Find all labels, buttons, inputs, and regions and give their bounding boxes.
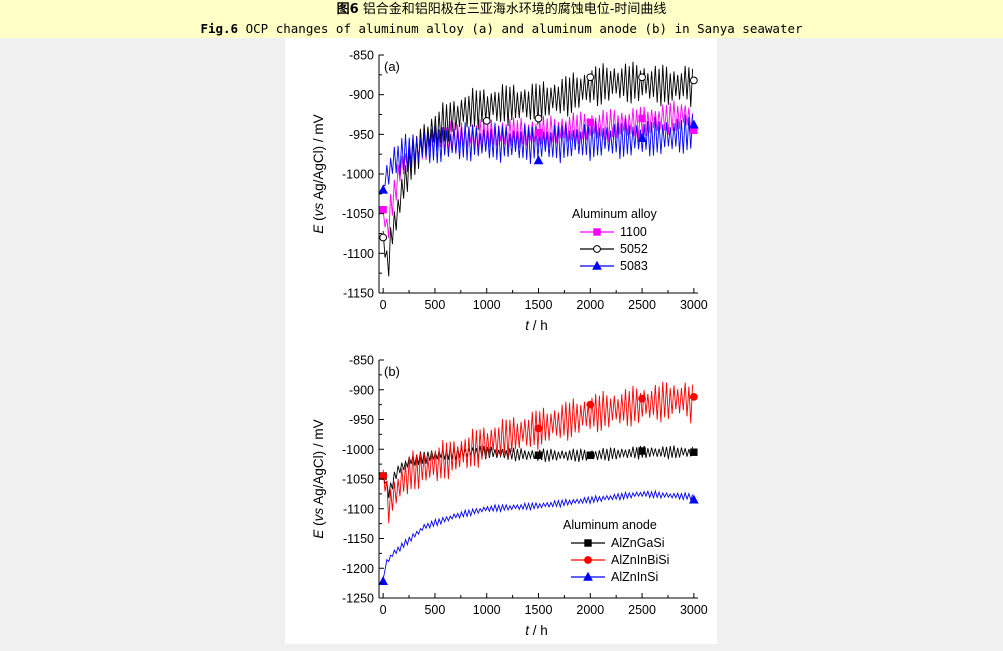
panel-b-y-axis-label-var: E — [311, 529, 326, 539]
panel-b-y-tick-label: -1100 — [343, 502, 374, 516]
panel-a-legend-label-1100: 1100 — [620, 225, 647, 239]
panel-a-y-axis-label-unit: Ag/AgCl) / mV — [311, 114, 326, 203]
panel-a-x-tick-label: 1500 — [525, 298, 553, 312]
caption-cn-text: 铝合金和铝阳极在三亚海水环境的腐蚀电位-时间曲线 — [358, 2, 667, 17]
panel-a-legend-label-5083: 5083 — [620, 259, 648, 273]
panel-b-x-tick-label: 2000 — [576, 603, 604, 617]
panel-a-y-axis-label-vs: vs — [311, 203, 326, 217]
panel-a-x-tick-label: 1000 — [473, 298, 501, 312]
panel-b-legend-marker-AlZnGaSi — [584, 539, 592, 547]
panel-a-series-5052-point — [482, 116, 491, 125]
panel-b-legend-label-AlZnGaSi: AlZnGaSi — [611, 536, 665, 550]
panel-a-series-5052-point — [638, 73, 646, 82]
panel-a-legend-marker-5052 — [593, 245, 601, 253]
panel-b-series-AlZnGaSi-point — [638, 447, 646, 455]
panel-b-series-AlZnInBiSi-point — [689, 392, 698, 401]
panel-b-y-tick-label: -900 — [349, 383, 374, 397]
panel-b-y-tick-label: -950 — [349, 413, 374, 427]
panel-b-y-tick-label: -850 — [349, 354, 374, 368]
panel-a-series-1100-point — [379, 206, 387, 214]
panel-b-series-AlZnInBiSi-point — [638, 394, 646, 403]
panel-b-x-tick-label: 3000 — [680, 603, 708, 617]
panel-b-series-AlZnGaSi-point — [586, 451, 594, 459]
panel-a-x-tick-label: 500 — [424, 298, 445, 312]
panel-a-x-tick-label: 0 — [380, 298, 387, 312]
caption-en-text: OCP changes of aluminum alloy (a) and al… — [238, 21, 803, 36]
panel-b-legend-title: Aluminum anode — [563, 518, 657, 532]
panel-b: -1250 -1200 -1150 -1100 -1050 -1000 -950 -900 -8… — [311, 354, 708, 639]
panel-a-y-axis-label-var: E — [311, 224, 326, 234]
panel-a-legend-marker-5083 — [592, 260, 602, 270]
caption-english: Fig.6 OCP changes of aluminum alloy (a) … — [0, 19, 1003, 38]
panel-b-series-AlZnInBiSi-point — [379, 472, 388, 480]
panel-b-y-axis-label-vs: vs — [311, 508, 326, 522]
panel-a-x-axis-label-unit: / h — [529, 318, 548, 333]
panel-b-y-tick-label: -1250 — [342, 592, 374, 606]
panel-b-y-axis-label: E (vs Ag/AgCl) / mV — [311, 419, 326, 538]
panel-a-series-5052-point — [586, 73, 595, 82]
panel-b-series-AlZnInSi-line — [382, 489, 694, 580]
panel-b-x-tick-label: 2500 — [628, 603, 656, 617]
panel-b-legend-label-AlZnInSi: AlZnInSi — [611, 570, 658, 584]
panel-a-series-1100-point — [638, 114, 646, 123]
panel-a-series-5052-point — [689, 76, 698, 85]
panel-b-legend-marker-AlZnInSi — [583, 571, 593, 581]
panel-b-legend-label-AlZnInBiSi: AlZnInBiSi — [611, 553, 669, 567]
panel-a-x-tick-label: 3000 — [680, 298, 708, 312]
panel-b-x-tick-label: 0 — [380, 603, 387, 617]
panel-a-legend-label-5052: 5052 — [620, 242, 648, 256]
panel-b-legend-marker-AlZnInBiSi — [584, 556, 592, 564]
panel-b-series-AlZnGaSi-point — [534, 451, 543, 459]
panel-a-series-5052-point — [379, 233, 388, 242]
panel-a-series-1100-point — [534, 129, 543, 137]
panel-a-x-axis-label-var: t — [525, 318, 530, 333]
panel-b-x-axis-label-unit: / h — [529, 623, 548, 638]
panel-b-x-axis-label: t / h — [525, 623, 548, 638]
panel-b-label: (b) — [384, 364, 400, 379]
panel-a-series-5083-point — [637, 133, 647, 142]
panel-a: -1150 -1100 -1050 -1000 -950 -900 -850 0 500 1000… — [311, 49, 708, 334]
panel-b-y-tick-label: -1200 — [342, 562, 374, 576]
panel-a-series-5083-point — [533, 155, 544, 165]
panel-a-y-tick-label: -900 — [349, 88, 374, 102]
panel-a-series-1100-point — [586, 118, 594, 127]
panel-a-label: (a) — [384, 59, 400, 74]
panel-a-series-5083-point — [378, 184, 388, 194]
caption-en-label: Fig.6 — [200, 21, 239, 36]
panel-b-y-tick-label: -1000 — [342, 443, 374, 457]
panel-b-x-tick-label: 500 — [424, 603, 445, 617]
panel-b-y-axis-label-paren: ( — [311, 521, 326, 530]
panel-a-series-5083-point — [689, 119, 699, 129]
panel-a-x-tick-label: 2000 — [576, 298, 604, 312]
panel-a-y-tick-label: -1050 — [342, 207, 374, 221]
figure-caption: 图6 铝合金和铝阳极在三亚海水环境的腐蚀电位-时间曲线 Fig.6 OCP ch… — [0, 0, 1003, 38]
panel-a-legend-marker-1100 — [593, 228, 601, 236]
panel-a-y-tick-label: -950 — [349, 128, 374, 142]
panel-a-y-axis-label-paren: ( — [311, 216, 326, 225]
panel-b-series-AlZnInSi-point — [689, 494, 699, 504]
caption-chinese: 图6 铝合金和铝阳极在三亚海水环境的腐蚀电位-时间曲线 — [0, 0, 1003, 19]
panel-a-y-tick-label: -850 — [349, 49, 374, 63]
panel-a-x-axis-label: t / h — [525, 318, 548, 333]
panel-b-series-AlZnGaSi-point — [690, 448, 698, 456]
figure-svg: -1150 -1100 -1050 -1000 -950 -900 -850 0 500 1000… — [311, 49, 708, 639]
panel-a-y-axis-label: E (vs Ag/AgCl) / mV — [311, 114, 326, 233]
panel-a-x-tick-label: 2500 — [628, 298, 656, 312]
figure-panel: -1150 -1100 -1050 -1000 -950 -900 -850 0 500 1000… — [285, 38, 717, 644]
panel-b-y-tick-label: -1050 — [342, 473, 374, 487]
panel-b-x-axis-label-var: t — [525, 623, 530, 638]
panel-a-y-tick-label: -1100 — [343, 247, 374, 261]
panel-a-y-tick-label: -1150 — [343, 287, 374, 301]
caption-cn-label: 图6 — [336, 2, 359, 17]
panel-b-x-tick-label: 1500 — [525, 603, 553, 617]
panel-b-y-axis-label-unit: Ag/AgCl) / mV — [311, 419, 326, 508]
panel-b-x-tick-label: 1000 — [473, 603, 501, 617]
panel-a-y-tick-label: -1000 — [342, 168, 374, 182]
panel-b-series-AlZnInBiSi-point — [586, 400, 595, 409]
panel-a-series-5052-point — [534, 114, 543, 123]
panel-b-y-tick-label: -1150 — [343, 532, 374, 546]
panel-b-series-AlZnInBiSi-point — [534, 424, 543, 433]
panel-a-legend-title: Aluminum alloy — [572, 207, 658, 221]
